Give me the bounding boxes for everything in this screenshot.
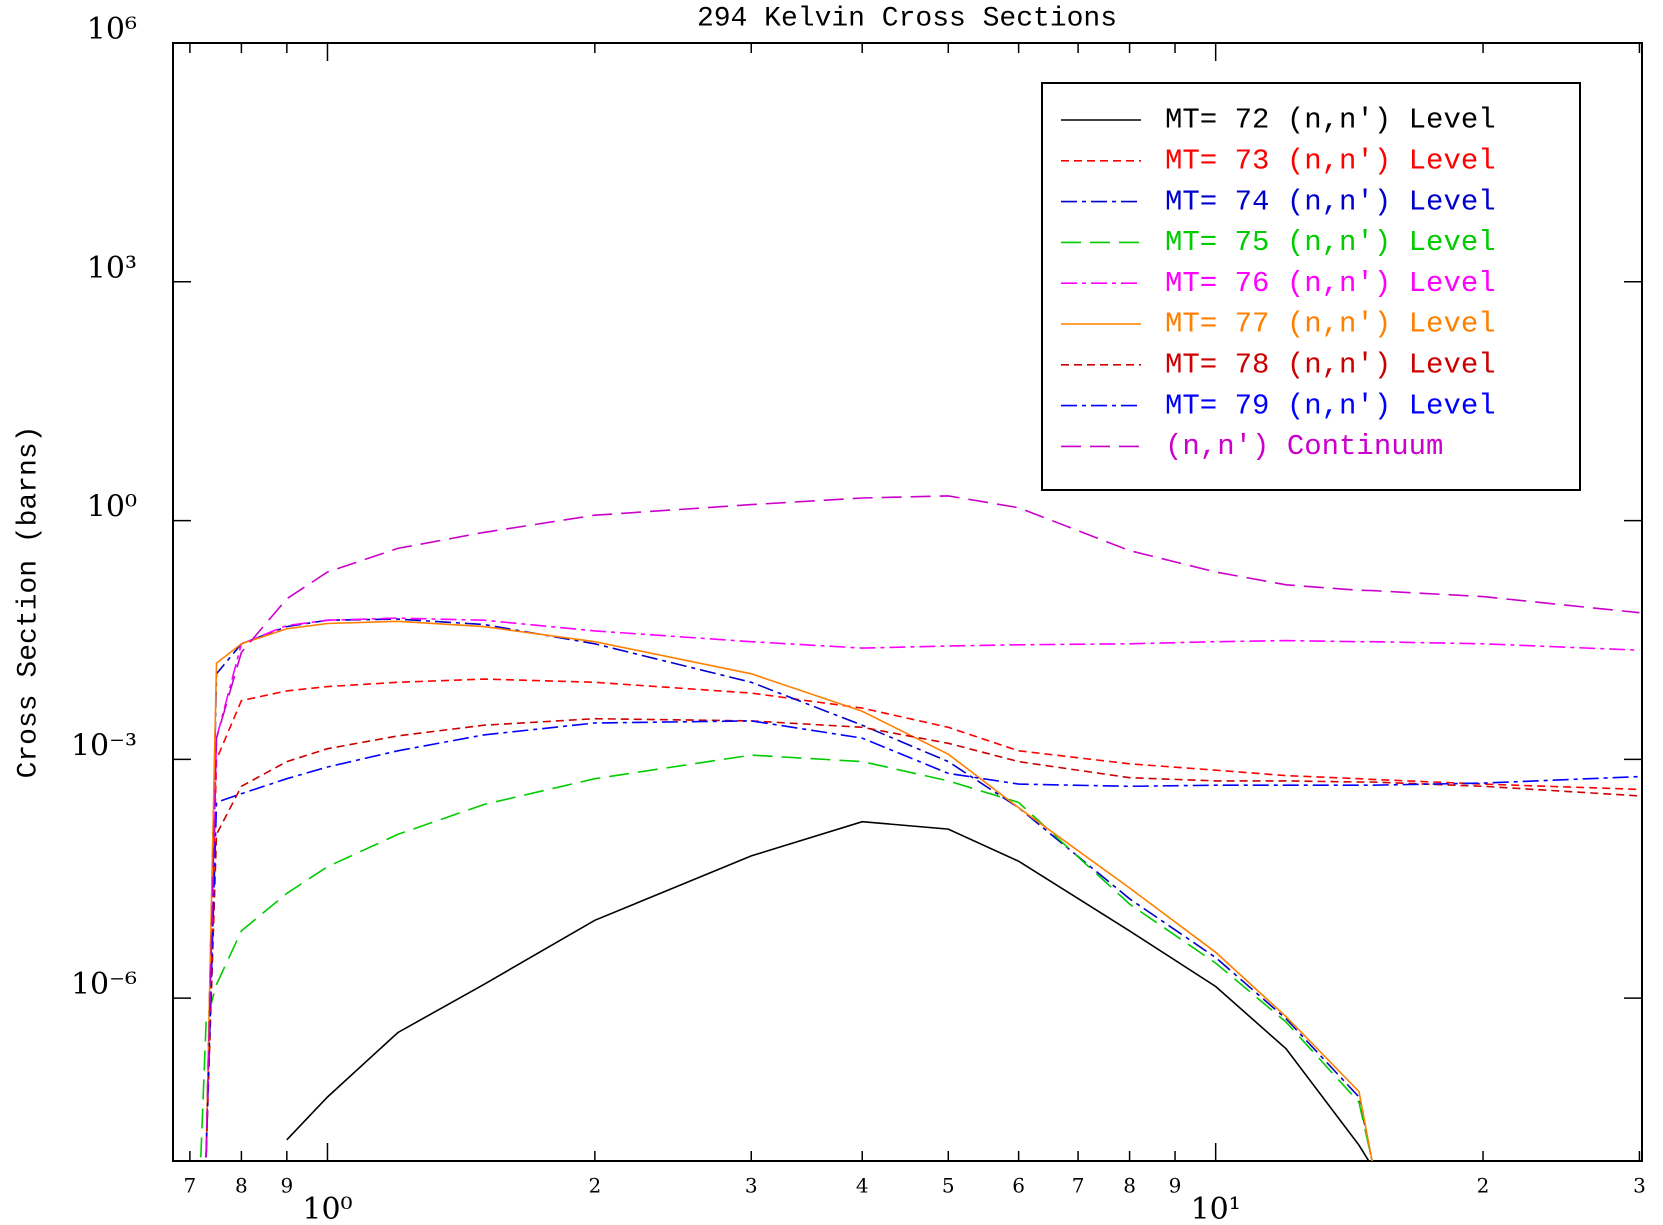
legend-label: MT= 79 (n,n') Level <box>1165 389 1496 422</box>
legend-label: MT= 72 (n,n') Level <box>1165 104 1496 137</box>
series-line <box>205 620 1373 1161</box>
x-tick-label: 4 <box>856 1174 869 1198</box>
plot-frame <box>172 42 1643 1162</box>
series-line <box>286 820 1370 1161</box>
chart-title: 294 Kelvin Cross Sections <box>697 3 1117 34</box>
y-tick-label: 10⁰ <box>87 490 137 525</box>
x-tick-label: 7 <box>184 1174 197 1198</box>
legend-label: MT= 75 (n,n') Level <box>1165 226 1496 259</box>
x-tick-label: 6 <box>1012 1174 1025 1198</box>
series-line <box>205 495 1640 1158</box>
x-tick-label: 2 <box>588 1174 601 1198</box>
legend-label: MT= 74 (n,n') Level <box>1165 185 1496 218</box>
x-tick-label: 8 <box>1123 1174 1136 1198</box>
x-tick-label: 5 <box>942 1174 955 1198</box>
x-tick-label: 10⁰ <box>302 1192 352 1225</box>
x-tick-label: 8 <box>235 1174 248 1198</box>
series-line <box>205 678 1640 1158</box>
legend-label: MT= 77 (n,n') Level <box>1165 308 1496 341</box>
legend-label: MT= 76 (n,n') Level <box>1165 267 1496 300</box>
legend-label: (n,n') Continuum <box>1165 430 1443 463</box>
y-tick-label: 10³ <box>87 251 137 286</box>
series-line <box>200 754 1373 1161</box>
x-tick-label: 7 <box>1072 1174 1085 1198</box>
x-tick-label: 10¹ <box>1191 1192 1241 1225</box>
x-tick-label: 3 <box>1633 1174 1646 1198</box>
y-axis-label: Cross Section (barns) <box>13 426 44 779</box>
y-tick-label: 10⁻⁶ <box>71 967 137 1002</box>
series-line <box>205 617 1640 1158</box>
x-tick-label: 9 <box>1169 1174 1182 1198</box>
x-tick-label: 3 <box>745 1174 758 1198</box>
series-line <box>205 717 1640 1158</box>
legend-label: MT= 78 (n,n') Level <box>1165 348 1496 381</box>
y-tick-label: 10⁶ <box>87 12 137 47</box>
y-tick-label: 10⁻³ <box>71 728 137 763</box>
x-tick-label: 9 <box>280 1174 293 1198</box>
x-tick-label: 2 <box>1477 1174 1490 1198</box>
plot-lines <box>200 495 1640 1161</box>
series-line <box>205 720 1640 1158</box>
legend-label: MT= 73 (n,n') Level <box>1165 144 1496 177</box>
legend-box <box>1041 82 1581 491</box>
